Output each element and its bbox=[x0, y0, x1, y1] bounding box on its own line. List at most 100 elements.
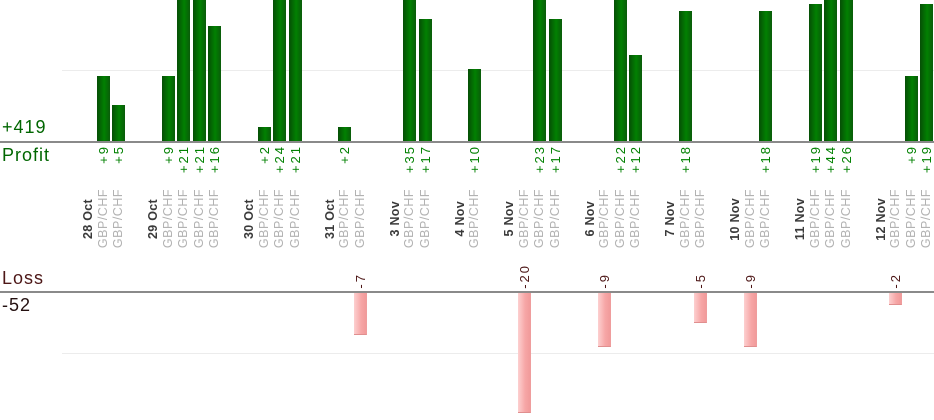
trade-column bbox=[273, 293, 286, 420]
trade-column bbox=[419, 293, 432, 420]
profit-bar bbox=[678, 11, 692, 141]
symbol-label: GBP/CHF bbox=[256, 189, 271, 249]
loss-value-label: -2 bbox=[888, 273, 903, 289]
date-cell bbox=[794, 145, 806, 185]
trade-column bbox=[905, 248, 918, 289]
profit-value-label: +10 bbox=[467, 145, 482, 174]
date-label: 4 Nov bbox=[452, 201, 467, 237]
trade-column bbox=[824, 248, 837, 289]
profit-value-label: +21 bbox=[176, 145, 191, 174]
day-group bbox=[243, 0, 302, 141]
trade-column bbox=[905, 293, 918, 420]
date-cell bbox=[729, 145, 741, 185]
date-label: 28 Oct bbox=[81, 198, 95, 239]
profit-value-label: +9 bbox=[903, 145, 919, 164]
trade-column: +16 bbox=[207, 145, 222, 185]
trade-column: GBP/CHF bbox=[838, 186, 853, 252]
profit-bar bbox=[112, 105, 125, 141]
date-cell bbox=[389, 248, 401, 289]
trade-column bbox=[839, 0, 853, 141]
loss-value-label: -5 bbox=[693, 273, 708, 289]
date-cell: 30 Oct bbox=[242, 186, 256, 252]
trade-column bbox=[904, 0, 918, 141]
day-group: 29 Oct GBP/CHF GBP/CHF GBP/CHF GBP/CHF bbox=[146, 186, 221, 252]
loss-bar bbox=[694, 293, 707, 323]
profit-bar bbox=[759, 11, 772, 141]
trade-column: +9 bbox=[161, 145, 176, 185]
profit-bar bbox=[808, 4, 822, 141]
trade-column: -7 bbox=[353, 248, 368, 289]
loss-values-band: -7 -20 -9 -5 -9 -2 bbox=[0, 248, 934, 289]
date-cell bbox=[389, 145, 401, 185]
trade-column bbox=[824, 0, 837, 141]
loss-bar bbox=[598, 293, 611, 347]
profit-value-label: +23 bbox=[532, 145, 547, 174]
date-cell bbox=[875, 293, 887, 420]
symbol-label: GBP/CHF bbox=[693, 189, 707, 249]
date-cell bbox=[729, 0, 741, 141]
trade-column bbox=[533, 0, 546, 141]
trade-column bbox=[759, 248, 772, 289]
day-group: 5 Nov GBP/CHF GBP/CHF GBP/CHF bbox=[502, 186, 562, 252]
trade-column: -9 bbox=[597, 248, 612, 289]
date-cell bbox=[147, 293, 159, 420]
trade-column: +18 bbox=[678, 145, 693, 185]
loss-bars-band bbox=[0, 293, 934, 420]
symbol-label: GBP/CHF bbox=[176, 189, 190, 249]
day-group bbox=[454, 0, 481, 141]
day-group bbox=[82, 293, 125, 420]
trade-column bbox=[177, 293, 190, 420]
date-cell: 29 Oct bbox=[146, 186, 160, 252]
trade-column bbox=[258, 248, 271, 289]
date-cell bbox=[584, 0, 596, 141]
day-group: 11 Nov GBP/CHF GBP/CHF GBP/CHF bbox=[793, 186, 853, 252]
trade-column: +21 bbox=[176, 145, 191, 185]
trade-column: +35 bbox=[402, 145, 417, 185]
profit-value-label: +21 bbox=[287, 145, 303, 174]
date-cell: 6 Nov bbox=[583, 186, 597, 252]
trade-column bbox=[598, 293, 611, 420]
trade-column bbox=[759, 293, 772, 420]
trade-column: GBP/CHF bbox=[758, 186, 772, 252]
trade-column bbox=[679, 248, 692, 289]
loss-axis-line bbox=[0, 291, 934, 293]
trade-column bbox=[273, 248, 286, 289]
trade-column bbox=[808, 0, 822, 141]
loss-axis-title: Loss bbox=[2, 268, 45, 288]
trade-column bbox=[193, 293, 206, 420]
trade-column: GBP/CHF bbox=[402, 186, 416, 252]
date-label: 12 Nov bbox=[873, 197, 888, 241]
profit-bar bbox=[839, 0, 853, 141]
trade-column bbox=[759, 0, 772, 141]
day-group bbox=[243, 293, 302, 420]
day-group bbox=[389, 293, 432, 420]
trade-column: +2 bbox=[257, 145, 272, 185]
profit-value-label: +17 bbox=[417, 145, 433, 174]
profit-value-label: +9 bbox=[95, 145, 111, 164]
trade-column: GBP/CHF bbox=[272, 186, 286, 252]
date-cell bbox=[389, 293, 401, 420]
trade-column: +9 bbox=[95, 145, 111, 185]
profit-value-label: +16 bbox=[207, 145, 222, 174]
day-group bbox=[324, 293, 367, 420]
date-cell: 3 Nov bbox=[388, 186, 402, 252]
date-cell bbox=[454, 0, 466, 141]
symbol-label: GBP/CHF bbox=[838, 189, 853, 249]
trade-column: -2 bbox=[888, 248, 903, 289]
trade-column bbox=[258, 293, 271, 420]
symbol-label: GBP/CHF bbox=[160, 189, 175, 249]
day-group bbox=[875, 293, 934, 420]
trade-column bbox=[889, 0, 902, 141]
symbol-label: GBP/CHF bbox=[597, 189, 611, 249]
date-cell bbox=[243, 145, 255, 185]
trade-column: GBP/CHF bbox=[693, 186, 707, 252]
day-group bbox=[82, 248, 125, 289]
trade-column: GBP/CHF bbox=[467, 186, 481, 252]
date-cell bbox=[584, 145, 596, 185]
day-group: -5 bbox=[664, 248, 708, 289]
date-cell: 11 Nov bbox=[793, 186, 807, 252]
trade-column bbox=[354, 0, 367, 141]
trade-column bbox=[614, 293, 627, 420]
trade-column bbox=[193, 248, 206, 289]
day-group: 10 Nov GBP/CHF GBP/CHF bbox=[728, 186, 772, 252]
